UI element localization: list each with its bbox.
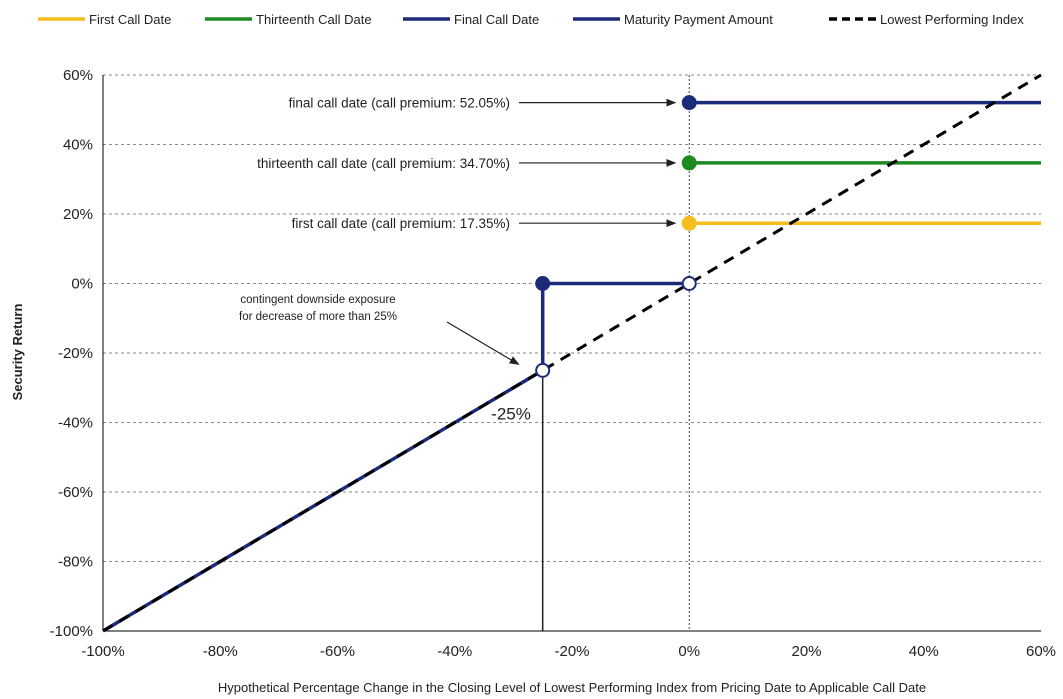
y-tick-label: -60%	[58, 484, 93, 501]
filled-point-marker	[681, 155, 697, 171]
open-point-marker	[681, 276, 697, 291]
filled-point-marker	[535, 276, 551, 291]
y-tick-label: 60%	[63, 67, 93, 84]
x-axis-label: Hypothetical Percentage Change in the Cl…	[218, 680, 926, 695]
open-point-marker	[535, 362, 551, 378]
x-tick-label: 20%	[791, 643, 821, 660]
y-axis-label: Security Return	[10, 304, 25, 401]
legend-label: Lowest Performing Index	[880, 12, 1024, 27]
call-premium-annotation: thirteenth call date (call premium: 34.7…	[257, 156, 510, 171]
axes: -100% -80% -60% -40% -20% 0% 20% 40% 60% -100% -80…	[50, 67, 1056, 660]
x-tick-label: 60%	[1026, 643, 1056, 660]
annotation-layer: final call date (call premium: 52.05%) th…	[239, 96, 677, 423]
legend: First Call Date Thirteenth Call Date Final…	[38, 12, 1024, 27]
call-premium-annotation: first call date (call premium: 17.35%)	[292, 216, 510, 231]
y-tick-label: 20%	[63, 206, 93, 223]
x-tick-label: -80%	[203, 643, 238, 660]
legend-label: First Call Date	[89, 12, 171, 27]
y-tick-label: -20%	[58, 345, 93, 362]
legend-label: Final Call Date	[454, 12, 539, 27]
filled-point-marker	[681, 215, 697, 231]
y-tick-label: 0%	[71, 276, 93, 293]
filled-point-marker	[681, 95, 697, 111]
call-premium-annotation: final call date (call premium: 52.05%)	[289, 96, 510, 111]
series-lowest-performing-index	[102, 73, 1042, 633]
marker-layer	[535, 95, 697, 378]
x-tick-label: 0%	[678, 643, 700, 660]
x-tick-label: -60%	[320, 643, 355, 660]
series-layer	[102, 73, 1042, 633]
downside-annotation-line2: for decrease of more than 25%	[239, 311, 397, 323]
y-tick-label: -40%	[58, 415, 93, 432]
legend-label: Maturity Payment Amount	[624, 12, 773, 27]
downside-annotation-line1: contingent downside exposure	[240, 294, 395, 306]
threshold-label: -25%	[491, 404, 531, 423]
x-tick-label: -40%	[437, 643, 472, 660]
legend-label: Thirteenth Call Date	[256, 12, 372, 27]
y-tick-label: 40%	[63, 137, 93, 154]
x-tick-label: -100%	[81, 643, 124, 660]
x-tick-label: 40%	[909, 643, 939, 660]
y-tick-label: -80%	[58, 554, 93, 571]
annotation-arrow	[446, 321, 520, 365]
y-tick-label: -100%	[50, 623, 93, 640]
x-tick-label: -20%	[554, 643, 589, 660]
